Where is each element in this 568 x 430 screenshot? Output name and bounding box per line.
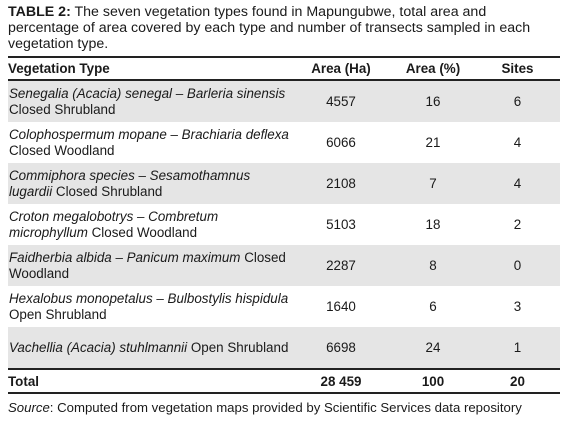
header-sites: Sites bbox=[475, 56, 560, 81]
vegetation-type-cell: Faidherbia albida – Panicum maximum Clos… bbox=[8, 245, 291, 286]
caption-label: TABLE 2: bbox=[8, 4, 71, 20]
species-name: Senegalia (Acacia) senegal – Barleria si… bbox=[9, 85, 286, 101]
total-label: Total bbox=[8, 368, 291, 394]
sites-cell: 0 bbox=[475, 245, 560, 286]
community-name: Open Shrubland bbox=[9, 306, 107, 322]
sites-cell: 3 bbox=[513, 298, 522, 314]
area-pct-cell: 8 bbox=[391, 245, 475, 286]
table-row: Croton megalobotrys – Combretum microphy… bbox=[8, 204, 560, 245]
vegetation-type-cell: Commiphora species – Sesamothamnus lugar… bbox=[8, 163, 291, 204]
species-name: Hexalobus monopetalus – Bulbostylis hisp… bbox=[9, 290, 289, 306]
area-pct-cell: 7 bbox=[391, 163, 475, 204]
vegetation-type-cell: Hexalobus monopetalus – Bulbostylis hisp… bbox=[8, 286, 291, 327]
community-name: Closed Woodland bbox=[9, 142, 115, 158]
total-row: Total 28 459 100 20 bbox=[8, 368, 560, 394]
community-name: Closed Woodland bbox=[9, 249, 286, 281]
sites-cell: 6 bbox=[475, 80, 560, 122]
table-caption: TABLE 2: The seven vegetation types foun… bbox=[8, 4, 560, 52]
species-name: Vachellia (Acacia) stuhlmannii bbox=[9, 339, 188, 355]
community-name: Closed Woodland bbox=[87, 224, 198, 240]
species-name: Colophospermum mopane – Brachiaria defle… bbox=[9, 126, 289, 142]
sites-cell: 2 bbox=[513, 216, 522, 232]
vegetation-type-cell: Senegalia (Acacia) senegal – Barleria si… bbox=[8, 80, 291, 122]
table-row: Hexalobus monopetalus – Bulbostylis hisp… bbox=[8, 286, 560, 327]
header-row: Vegetation Type Area (Ha) Area (%) Sites bbox=[8, 56, 560, 81]
table-row: Vachellia (Acacia) stuhlmannii Open Shru… bbox=[8, 327, 560, 369]
sites-cell: 4 bbox=[513, 134, 522, 150]
vegetation-table: Vegetation Type Area (Ha) Area (%) Sites… bbox=[8, 56, 560, 394]
area-ha-cell: 2108 bbox=[291, 163, 391, 204]
area-ha-cell: 2287 bbox=[291, 245, 391, 286]
vegetation-type-cell: Vachellia (Acacia) stuhlmannii Open Shru… bbox=[8, 327, 291, 369]
area-ha-cell: 6698 bbox=[291, 327, 391, 369]
area-pct-cell: 24 bbox=[391, 327, 475, 369]
vegetation-type-cell: Colophospermum mopane – Brachiaria defle… bbox=[8, 122, 291, 163]
header-area-pct: Area (%) bbox=[391, 56, 475, 81]
total-area-pct: 100 bbox=[391, 368, 475, 394]
sites-cell: 4 bbox=[475, 163, 560, 204]
total-area-ha: 28 459 bbox=[291, 368, 391, 394]
species-name: Croton megalobotrys – Combretum microphy… bbox=[9, 208, 219, 240]
table-row: Commiphora species – Sesamothamnus lugar… bbox=[8, 163, 560, 204]
species-name: Faidherbia albida – Panicum maximum bbox=[9, 249, 241, 265]
caption-text: The seven vegetation types found in Mapu… bbox=[8, 4, 531, 52]
source-text: : Computed from vegetation maps provided… bbox=[49, 400, 522, 415]
community-name: Open Shrubland bbox=[187, 339, 289, 355]
source-label: Source bbox=[8, 400, 50, 415]
community-name: Closed Shrubland bbox=[52, 183, 163, 199]
table-row: Colophospermum mopane – Brachiaria defle… bbox=[8, 122, 560, 163]
area-ha-cell: 5103 bbox=[326, 216, 356, 232]
community-name: Closed Shrubland bbox=[9, 101, 116, 117]
vegetation-type-cell: Croton megalobotrys – Combretum microphy… bbox=[8, 204, 291, 245]
header-vegetation-type: Vegetation Type bbox=[8, 56, 291, 81]
area-pct-cell: 21 bbox=[425, 134, 441, 150]
table-row: Faidherbia albida – Panicum maximum Clos… bbox=[8, 245, 560, 286]
area-ha-cell: 6066 bbox=[326, 134, 356, 150]
area-ha-cell: 4557 bbox=[291, 80, 391, 122]
header-area-ha: Area (Ha) bbox=[291, 56, 391, 81]
area-pct-cell: 18 bbox=[425, 216, 441, 232]
table-row: Senegalia (Acacia) senegal – Barleria si… bbox=[8, 80, 560, 122]
species-name: Commiphora species – Sesamothamnus lugar… bbox=[9, 167, 251, 199]
table-source-note: Source: Computed from vegetation maps pr… bbox=[8, 400, 560, 415]
total-sites: 20 bbox=[475, 368, 560, 394]
area-pct-cell: 16 bbox=[391, 80, 475, 122]
area-pct-cell: 6 bbox=[429, 298, 437, 314]
area-ha-cell: 1640 bbox=[326, 298, 356, 314]
sites-cell: 1 bbox=[475, 327, 560, 369]
